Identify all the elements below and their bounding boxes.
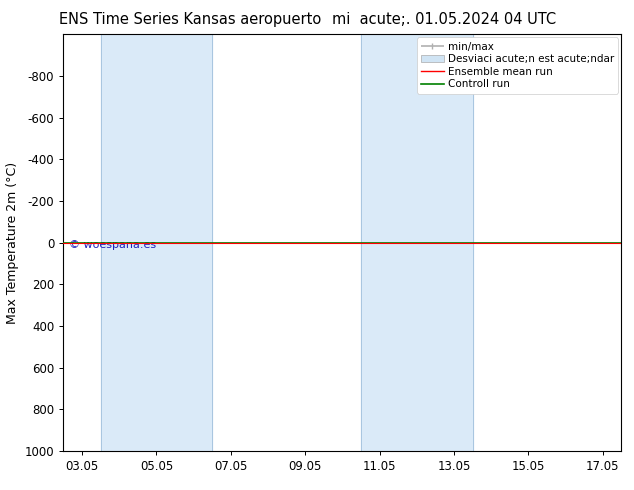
Text: mi  acute;. 01.05.2024 04 UTC: mi acute;. 01.05.2024 04 UTC [332, 12, 556, 27]
Legend: min/max, Desviaci acute;n est acute;ndar, Ensemble mean run, Controll run: min/max, Desviaci acute;n est acute;ndar… [417, 37, 618, 94]
Bar [101, 34, 212, 451]
Text: © woespana.es: © woespana.es [69, 240, 156, 249]
Bar [361, 34, 472, 451]
Text: ENS Time Series Kansas aeropuerto: ENS Time Series Kansas aeropuerto [59, 12, 321, 27]
Y-axis label: Max Temperature 2m (°C): Max Temperature 2m (°C) [6, 162, 19, 323]
